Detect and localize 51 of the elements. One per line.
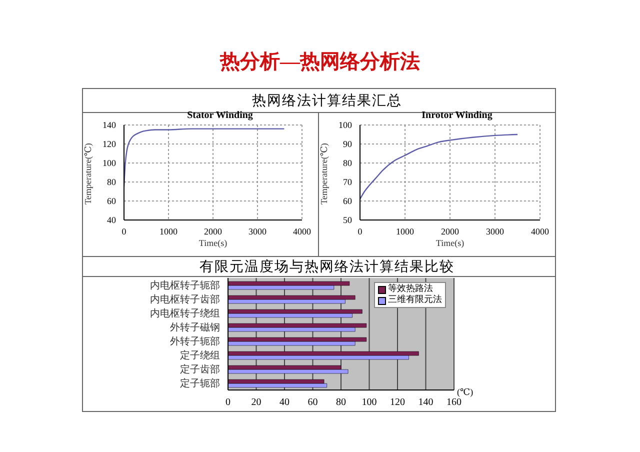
y-tick-label: 100 xyxy=(338,120,352,130)
line-series xyxy=(360,134,518,200)
y-tick-label: 外转子轭部 xyxy=(170,336,220,348)
chart-title: Stator Winding xyxy=(187,110,253,121)
legend-label: 三维有限元法 xyxy=(388,295,442,306)
x-tick-label: 1000 xyxy=(396,226,414,236)
chart-title: Inrotor Winding xyxy=(422,110,492,121)
y-tick-label: 60 xyxy=(107,196,116,206)
y-axis-title: Temperature(℃) xyxy=(83,143,94,204)
x-tick-label: 60 xyxy=(308,397,318,408)
y-tick-label: 90 xyxy=(343,139,352,150)
legend-label: 等效热路法 xyxy=(388,284,433,294)
y-tick-label: 内电枢转子绕组 xyxy=(150,308,220,320)
x-tick-label: 40 xyxy=(280,397,290,408)
y-tick-label: 定子齿部 xyxy=(180,364,220,376)
x-tick-label: 0 xyxy=(226,397,230,408)
x-tick-label: 2000 xyxy=(204,226,222,236)
x-tick-label: 2000 xyxy=(441,226,460,236)
y-tick-label: 外转子磁钢 xyxy=(170,322,220,334)
x-tick-label: 3000 xyxy=(486,226,504,236)
y-tick-label: 140 xyxy=(102,120,116,130)
y-tick-label: 内电枢转子齿部 xyxy=(150,294,220,306)
x-tick-label: 160 xyxy=(446,397,462,408)
y-tick-label: 120 xyxy=(102,139,116,150)
x-tick-label: 1000 xyxy=(160,226,178,236)
text: 热分析—热网络分析法 xyxy=(218,50,421,75)
y-tick-label: 40 xyxy=(107,215,116,226)
x-tick-label: 4000 xyxy=(293,226,312,236)
text: 热网络法计算结果汇总 xyxy=(251,92,403,110)
y-tick-label: 定子绕组 xyxy=(180,350,220,362)
x-tick-label: 0 xyxy=(358,226,363,236)
x-axis-title: Time(s) xyxy=(436,238,464,248)
y-tick-label: 60 xyxy=(343,196,352,206)
y-tick-label: 70 xyxy=(343,177,352,188)
x-axis-title: Time(s) xyxy=(198,238,228,248)
x-tick-label: 20 xyxy=(251,397,262,408)
y-tick-label: 100 xyxy=(102,158,116,168)
y-axis-title: Temperature(℃) xyxy=(319,143,330,204)
x-tick-label: 100 xyxy=(362,397,377,408)
y-tick-label: 80 xyxy=(107,177,116,188)
x-tick-label: 120 xyxy=(390,397,405,408)
y-tick-label: 50 xyxy=(343,215,352,226)
x-tick-label: 0 xyxy=(122,226,127,236)
x-tick-label: 3000 xyxy=(248,226,267,236)
y-tick-label: 定子轭部 xyxy=(180,378,220,390)
y-tick-label: 内电枢转子轭部 xyxy=(150,280,220,292)
x-axis-title: (℃) xyxy=(457,387,474,398)
x-tick-label: 140 xyxy=(418,397,434,408)
x-tick-label: 4000 xyxy=(531,226,550,236)
text: 有限元温度场与热网络法计算结果比较 xyxy=(198,258,456,276)
y-tick-label: 80 xyxy=(343,158,352,168)
